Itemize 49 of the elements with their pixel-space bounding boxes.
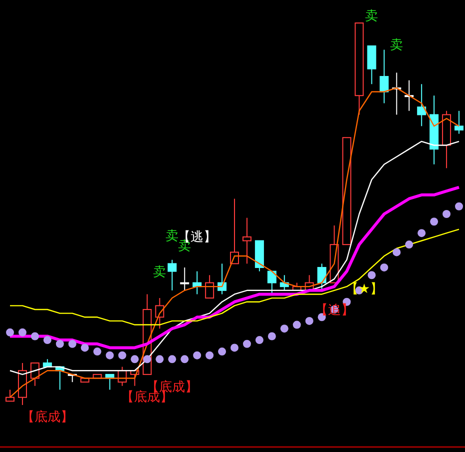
candlestick [417,84,426,127]
point [442,210,451,218]
point [392,248,401,256]
point [6,328,14,336]
candlestick [317,263,326,291]
point [405,240,414,249]
text: 【底成】 [21,410,74,425]
point [180,355,189,364]
point [80,344,89,352]
point [143,355,152,364]
point [168,355,176,364]
point [230,344,238,352]
point [193,351,202,360]
candlestick [242,217,252,264]
annotation: 卖 [390,38,404,53]
point [218,348,226,356]
point [255,336,264,344]
point [418,229,426,238]
annotation: 卖 [166,229,179,244]
point [268,332,276,340]
point [18,328,26,336]
annotation: 【追】 [314,303,354,318]
point [43,336,52,344]
point [292,320,301,329]
candlestick [168,259,177,291]
candlestick [380,49,389,104]
point [156,355,164,364]
candlestick [180,266,190,291]
point [368,271,376,280]
candlestick [6,389,14,402]
point [206,351,214,360]
point [242,340,251,348]
point [455,202,463,210]
point [93,348,102,356]
annotation: 卖 [153,265,166,280]
point [56,340,64,348]
point [106,351,114,360]
point [118,351,126,360]
point [280,324,288,333]
point [30,332,39,340]
candlestick [205,274,214,299]
point [68,340,76,348]
annotation: 卖 [365,9,378,24]
point [130,355,139,364]
point [380,263,388,272]
candlestick [454,110,464,134]
point [305,316,314,325]
candlestick [367,45,376,85]
point [430,218,438,226]
